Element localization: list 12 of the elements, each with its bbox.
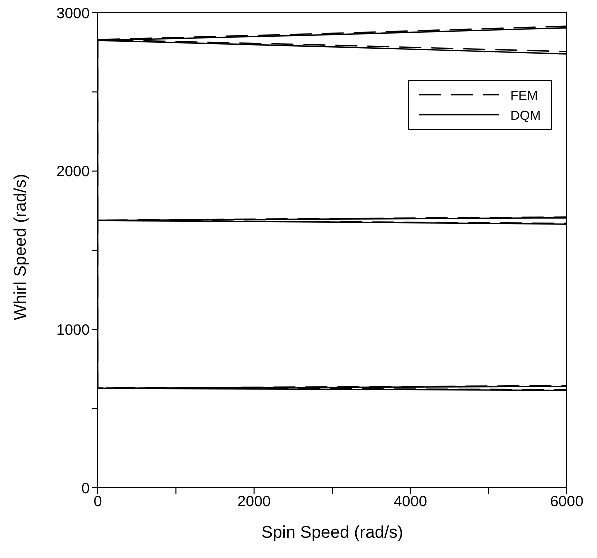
- y-tick-label: 2000: [56, 164, 90, 181]
- y-tick-label: 0: [82, 480, 90, 498]
- x-tick-label: 2000: [238, 494, 272, 511]
- y-tick-label: 3000: [56, 5, 90, 22]
- y-axis-title: Whirl Speed (rad/s): [11, 174, 30, 320]
- x-tick-label: 6000: [550, 494, 584, 511]
- text: FEM: [510, 88, 538, 102]
- x-axis-title: Spin Speed (rad/s): [262, 523, 404, 542]
- x-tick-label: 4000: [394, 494, 428, 511]
- x-tick-label: 0: [94, 494, 102, 511]
- y-tick-label: 1000: [56, 322, 90, 339]
- text: DQM: [510, 108, 541, 122]
